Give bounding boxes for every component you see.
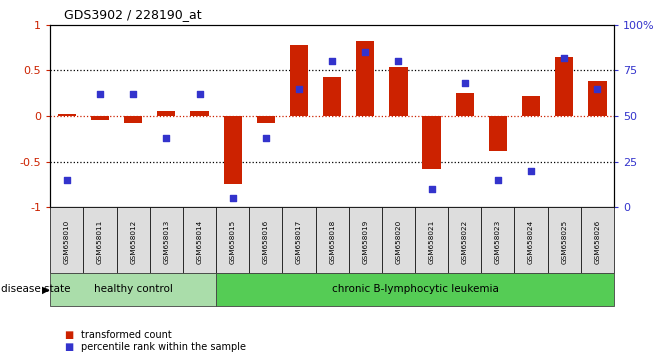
Text: GSM658021: GSM658021 — [429, 219, 435, 264]
Point — [360, 49, 370, 55]
Bar — [323, 77, 342, 116]
Bar — [124, 116, 142, 123]
Bar — [522, 96, 540, 116]
Bar — [488, 116, 507, 150]
Text: GSM658023: GSM658023 — [495, 219, 501, 264]
Text: GSM658025: GSM658025 — [561, 219, 567, 264]
Text: GSM658024: GSM658024 — [528, 219, 534, 264]
Bar — [290, 45, 308, 116]
Text: GSM658013: GSM658013 — [163, 219, 169, 264]
Bar — [191, 112, 209, 116]
Text: chronic B-lymphocytic leukemia: chronic B-lymphocytic leukemia — [331, 284, 499, 295]
Text: ■: ■ — [64, 342, 73, 352]
Text: disease state: disease state — [1, 284, 71, 295]
Point — [393, 58, 404, 64]
Bar — [91, 116, 109, 120]
Text: GSM658018: GSM658018 — [329, 219, 335, 264]
Point — [227, 195, 238, 201]
Text: transformed count: transformed count — [81, 330, 171, 339]
Bar — [423, 116, 441, 169]
Point — [426, 186, 437, 192]
Point — [62, 177, 72, 183]
Point — [128, 91, 139, 97]
Point — [260, 135, 271, 141]
Text: ▶: ▶ — [42, 284, 50, 295]
Text: GSM658014: GSM658014 — [197, 219, 203, 264]
Text: GSM658016: GSM658016 — [263, 219, 269, 264]
Text: GSM658015: GSM658015 — [229, 219, 236, 264]
Point — [327, 58, 338, 64]
Point — [460, 80, 470, 86]
Text: GSM658010: GSM658010 — [64, 219, 70, 264]
Bar — [555, 57, 573, 116]
Point — [194, 91, 205, 97]
Point — [592, 86, 603, 91]
Text: GSM658019: GSM658019 — [362, 219, 368, 264]
Point — [161, 135, 172, 141]
Text: GDS3902 / 228190_at: GDS3902 / 228190_at — [64, 8, 201, 21]
Text: GSM658020: GSM658020 — [395, 219, 401, 264]
Point — [493, 177, 503, 183]
Point — [294, 86, 305, 91]
Text: GSM658011: GSM658011 — [97, 219, 103, 264]
Point — [559, 55, 570, 61]
Text: GSM658026: GSM658026 — [595, 219, 601, 264]
Text: GSM658012: GSM658012 — [130, 219, 136, 264]
Text: healthy control: healthy control — [94, 284, 172, 295]
Bar — [257, 116, 275, 123]
Bar — [223, 116, 242, 184]
Text: percentile rank within the sample: percentile rank within the sample — [81, 342, 246, 352]
Bar — [389, 67, 407, 116]
Bar — [456, 93, 474, 116]
Text: ■: ■ — [64, 330, 73, 339]
Text: GSM658022: GSM658022 — [462, 219, 468, 264]
Bar — [157, 112, 176, 116]
Text: GSM658017: GSM658017 — [296, 219, 302, 264]
Point — [525, 168, 536, 173]
Point — [95, 91, 105, 97]
Bar — [58, 114, 76, 116]
Bar — [356, 41, 374, 116]
Bar — [588, 81, 607, 116]
